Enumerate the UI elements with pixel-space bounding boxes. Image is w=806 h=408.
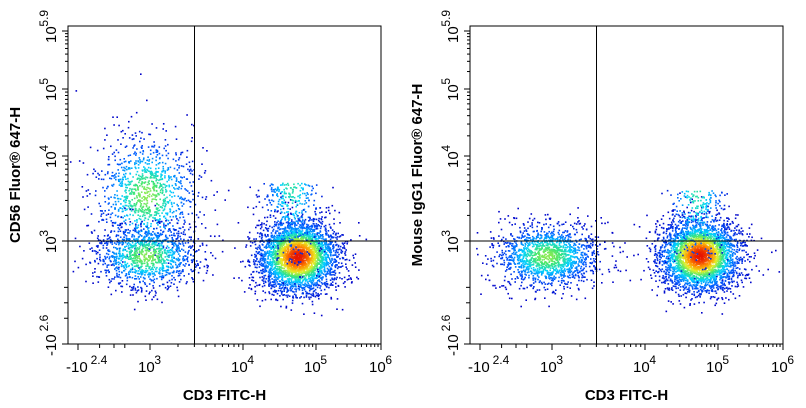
x-tick-exponent: 5	[722, 353, 729, 367]
x-tick-label: 10	[706, 359, 723, 376]
population-1	[476, 207, 635, 308]
y-tick-exponent: 5	[37, 78, 51, 85]
y-tick-label: 10	[43, 151, 60, 168]
x-tick-exponent: 3	[154, 353, 161, 367]
y-tick-exponent: 3	[37, 230, 51, 237]
y-tick-label: -10	[43, 334, 60, 356]
x-tick-exponent: 3	[556, 353, 563, 367]
x-tick-exponent: 5	[320, 353, 327, 367]
x-axis-title: CD3 FITC-H	[585, 387, 668, 404]
x-tick-label: 10	[304, 359, 321, 376]
x-tick-exponent: 2.4	[493, 353, 510, 367]
population-2	[72, 204, 224, 311]
x-tick-label: 10	[138, 359, 155, 376]
population-3	[649, 189, 734, 309]
y-tick-exponent: 2.6	[439, 314, 453, 331]
x-axis-ticks: -10 2.4 10 3 10 4 10 5 10 6	[66, 344, 392, 376]
x-tick-label: 10	[231, 359, 248, 376]
x-tick-label: 10	[633, 359, 650, 376]
y-tick-label: 10	[43, 84, 60, 101]
event-dots	[69, 73, 368, 317]
population-1	[69, 73, 249, 296]
x-axis-title: CD3 FITC-H	[183, 387, 266, 404]
x-tick-label: -10	[468, 359, 490, 376]
y-tick-label: 10	[445, 236, 462, 253]
y-tick-exponent: 3	[439, 230, 453, 237]
plot-panel-2: -10 2.4 10 3 10 4 10 5 10 6-102.6103104105105.9CD…	[409, 10, 794, 404]
x-tick-exponent: 2.4	[91, 353, 108, 367]
plot-frame	[67, 25, 382, 345]
population-4	[224, 182, 336, 315]
x-tick-label: -10	[66, 359, 88, 376]
x-tick-label: 10	[540, 359, 557, 376]
y-tick-label: 10	[43, 26, 60, 43]
plot-panel-1: -10 2.4 10 3 10 4 10 5 10 6-102.6103104105105.9CD…	[7, 10, 392, 404]
y-tick-exponent: 5.9	[439, 10, 453, 27]
y-tick-exponent: 5	[439, 78, 453, 85]
y-tick-exponent: 4	[439, 145, 453, 152]
event-dots	[476, 189, 781, 315]
x-tick-label: 10	[771, 359, 788, 376]
y-tick-label: 10	[445, 84, 462, 101]
y-tick-exponent: 2.6	[37, 314, 51, 331]
y-axis-title: Mouse IgG1 Fluor® 647-H	[409, 84, 426, 267]
y-tick-label: 10	[43, 236, 60, 253]
x-tick-label: 10	[369, 359, 386, 376]
x-tick-exponent: 6	[787, 353, 794, 367]
y-tick-label: -10	[445, 334, 462, 356]
x-tick-exponent: 4	[649, 353, 656, 367]
y-tick-exponent: 4	[37, 145, 51, 152]
y-tick-exponent: 5.9	[37, 10, 51, 27]
x-tick-exponent: 6	[385, 353, 392, 367]
x-axis-ticks: -10 2.4 10 3 10 4 10 5 10 6	[468, 344, 794, 376]
y-tick-label: 10	[445, 26, 462, 43]
population-3	[233, 186, 368, 317]
plot-frame	[469, 25, 784, 345]
y-axis-title: CD56 Fluor® 647-H	[7, 107, 24, 243]
y-tick-label: 10	[445, 151, 462, 168]
x-tick-exponent: 4	[247, 353, 254, 367]
